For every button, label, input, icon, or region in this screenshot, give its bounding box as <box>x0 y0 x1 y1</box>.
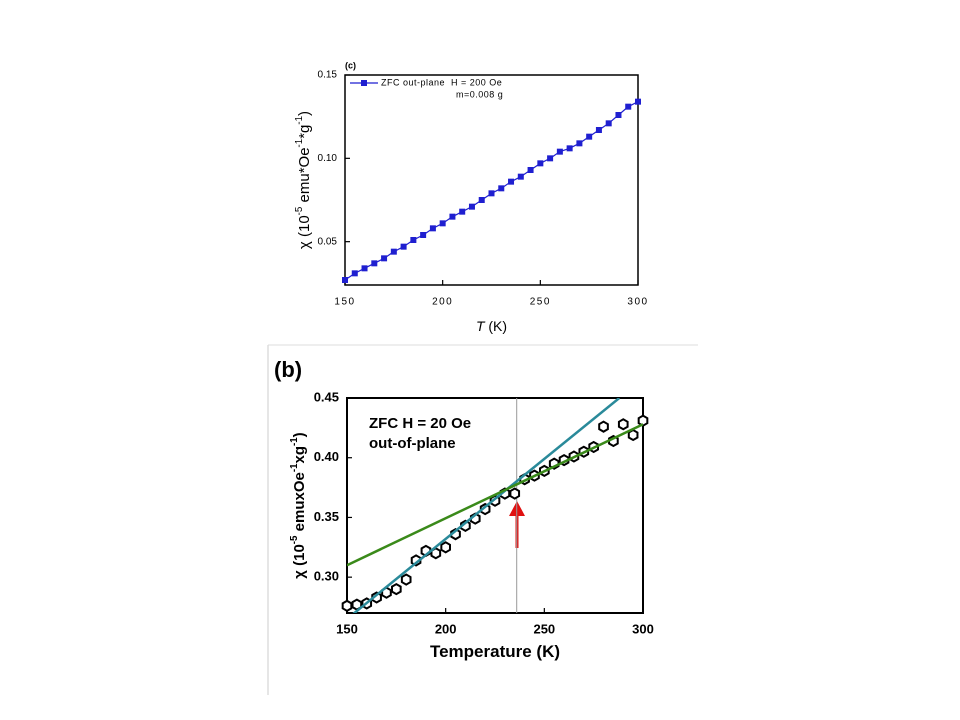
x-tick-label: 250 <box>530 297 551 308</box>
label-part: (K) <box>485 318 508 334</box>
data-point <box>556 148 563 155</box>
data-point <box>371 591 382 604</box>
label-part: xg <box>291 446 308 464</box>
annotation: out-of-plane <box>369 435 456 452</box>
data-point <box>586 133 593 140</box>
data-point <box>342 277 348 283</box>
data-point <box>627 428 639 442</box>
annotation: m=0.008 g <box>456 89 503 99</box>
data-point <box>468 203 475 210</box>
data-point <box>566 145 573 152</box>
annotation: ZFC H = 20 Oe <box>369 415 471 432</box>
data-point <box>595 127 602 133</box>
y-tick-label: 0.40 <box>314 449 339 464</box>
label-part: Temperature (K) <box>430 642 560 661</box>
data-point <box>420 232 427 238</box>
y-tick-label: 0.35 <box>314 509 339 524</box>
data-point <box>459 208 466 215</box>
superscript: -1 <box>294 116 305 125</box>
label-part: *g <box>296 125 313 139</box>
y-axis-label: χ (10-5 emuxOe-1xg-1) <box>289 432 308 578</box>
legend-label: ZFC out-plane <box>381 77 445 87</box>
data-point <box>478 197 485 203</box>
data-point <box>371 260 378 267</box>
label-part: emuxOe <box>291 472 308 535</box>
data-point <box>440 541 451 554</box>
data-point <box>517 173 524 180</box>
plot-frame <box>344 74 639 286</box>
panel-label: (b) <box>274 357 302 382</box>
fit-line <box>347 423 643 567</box>
x-axis-label: T (K) <box>476 318 507 334</box>
data-point <box>625 103 632 110</box>
y-axis-label: χ (10-5 emu*Oe-1*g-1) <box>294 111 313 249</box>
panel-label: (c) <box>345 60 356 70</box>
data-point <box>439 220 446 227</box>
data-point <box>527 167 534 173</box>
data-point <box>509 487 521 500</box>
x-tick-label: 300 <box>627 297 648 308</box>
data-point <box>637 414 649 427</box>
data-point <box>508 178 515 185</box>
label-part: emu*Oe <box>296 147 313 206</box>
y-tick-label: 0.45 <box>314 389 339 404</box>
data-point <box>537 160 544 167</box>
label-part: χ (10 <box>296 215 313 249</box>
y-tick-label: 0.05 <box>318 236 338 247</box>
data-point <box>449 213 456 220</box>
data-point <box>390 248 397 255</box>
data-point <box>400 573 412 586</box>
x-tick-label: 300 <box>632 621 654 636</box>
label-part: χ (10 <box>291 544 308 578</box>
data-point <box>547 155 554 162</box>
data-point <box>498 185 505 192</box>
data-point <box>635 98 641 105</box>
data-point <box>429 225 436 232</box>
data-point <box>400 243 407 250</box>
superscript: -5 <box>294 206 305 215</box>
data-point <box>488 190 495 197</box>
superscript: -1 <box>289 463 300 472</box>
data-point <box>615 112 622 118</box>
y-tick-label: 0.30 <box>314 569 339 584</box>
x-tick-label: 250 <box>533 621 555 636</box>
y-tick-label: 0.15 <box>318 70 338 81</box>
annotation: H = 200 Oe <box>451 77 502 87</box>
y-tick-label: 0.10 <box>318 153 338 164</box>
data-point <box>617 418 629 431</box>
x-axis-label: Temperature (K) <box>430 642 560 661</box>
label-part: ) <box>291 432 308 437</box>
superscript: -5 <box>289 535 300 544</box>
data-point <box>361 265 368 272</box>
label-part: ) <box>296 111 313 116</box>
data-point <box>598 420 609 433</box>
legend-marker <box>361 80 367 86</box>
x-tick-label: 200 <box>432 297 453 308</box>
data-point <box>605 120 612 127</box>
plot-frame <box>346 397 644 614</box>
data-point <box>576 140 583 147</box>
superscript: -1 <box>289 437 300 446</box>
x-tick-label: 200 <box>435 621 457 636</box>
x-tick-label: 150 <box>334 297 355 308</box>
data-point <box>410 237 417 243</box>
label-part: T <box>476 318 486 334</box>
data-point <box>341 599 353 612</box>
data-point <box>391 582 402 596</box>
fit-line <box>352 398 621 613</box>
data-point <box>381 255 388 262</box>
superscript: -1 <box>294 139 305 148</box>
x-tick-label: 150 <box>336 621 358 636</box>
data-point <box>351 270 358 277</box>
